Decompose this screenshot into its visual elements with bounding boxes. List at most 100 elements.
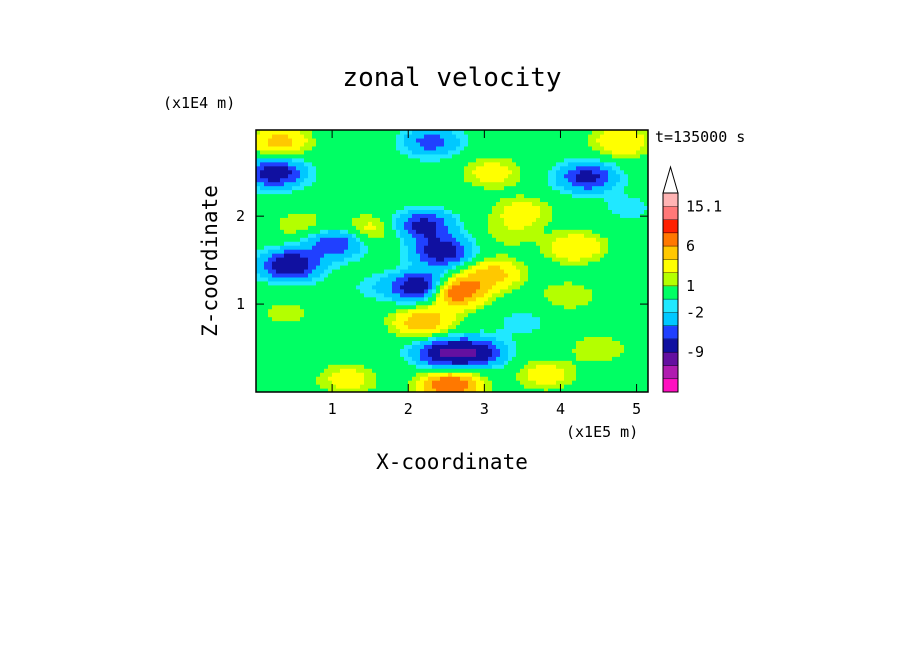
heatmap-cell bbox=[264, 288, 269, 294]
heatmap-cell bbox=[440, 276, 445, 282]
heatmap-cell bbox=[264, 141, 269, 147]
heatmap-cell bbox=[348, 245, 353, 250]
heatmap-cell bbox=[548, 328, 553, 334]
heatmap-cell bbox=[440, 328, 445, 334]
heatmap-cell bbox=[392, 213, 397, 218]
heatmap-cell bbox=[404, 268, 409, 274]
heatmap-cell bbox=[316, 372, 321, 377]
heatmap-cell bbox=[416, 356, 421, 361]
heatmap-cell bbox=[460, 384, 465, 389]
heatmap-cell bbox=[396, 157, 401, 163]
heatmap-cell bbox=[528, 384, 533, 389]
heatmap-cell bbox=[536, 213, 541, 218]
heatmap-cell bbox=[276, 344, 281, 349]
heatmap-cell bbox=[304, 229, 309, 234]
heatmap-cell bbox=[284, 340, 289, 345]
heatmap-cell bbox=[420, 157, 425, 163]
heatmap-cell bbox=[460, 372, 465, 377]
heatmap-cell bbox=[360, 384, 365, 389]
heatmap-cell bbox=[380, 229, 385, 234]
heatmap-cell bbox=[436, 328, 441, 334]
heatmap-cell bbox=[528, 173, 533, 179]
heatmap-cell bbox=[268, 264, 273, 270]
heatmap-cell bbox=[300, 364, 305, 369]
heatmap-cell bbox=[512, 225, 517, 230]
heatmap-cell bbox=[500, 324, 505, 330]
heatmap-cell bbox=[416, 149, 421, 155]
heatmap-cell bbox=[332, 261, 337, 266]
heatmap-cell bbox=[300, 340, 305, 345]
heatmap-cell bbox=[416, 225, 421, 230]
heatmap-cell bbox=[392, 372, 397, 377]
heatmap-cell bbox=[272, 201, 277, 207]
heatmap-cell bbox=[328, 312, 333, 318]
heatmap-cell bbox=[400, 352, 405, 357]
heatmap-cell bbox=[384, 292, 389, 298]
heatmap-cell bbox=[384, 189, 389, 195]
heatmap-cell bbox=[484, 264, 489, 270]
heatmap-cell bbox=[344, 340, 349, 345]
heatmap-cell bbox=[472, 388, 477, 392]
heatmap-cell bbox=[268, 284, 273, 290]
heatmap-cell bbox=[444, 272, 449, 278]
heatmap-cell bbox=[400, 380, 405, 385]
heatmap-cell bbox=[376, 185, 381, 191]
heatmap-cell bbox=[388, 225, 393, 230]
heatmap-cell bbox=[392, 276, 397, 282]
heatmap-cell bbox=[512, 368, 517, 373]
heatmap-cell bbox=[260, 253, 265, 258]
heatmap-cell bbox=[380, 217, 385, 222]
heatmap-cell bbox=[460, 201, 465, 207]
heatmap-cell bbox=[520, 153, 525, 159]
heatmap-cell bbox=[432, 300, 437, 306]
heatmap-cell bbox=[344, 268, 349, 274]
heatmap-cell bbox=[384, 364, 389, 369]
heatmap-cell bbox=[528, 193, 533, 199]
heatmap-cell bbox=[484, 205, 489, 210]
heatmap-cell bbox=[392, 364, 397, 369]
heatmap-cell bbox=[500, 261, 505, 266]
heatmap-cell bbox=[488, 233, 493, 238]
heatmap-cell bbox=[540, 149, 545, 155]
heatmap-cell bbox=[260, 241, 265, 246]
heatmap-cell bbox=[276, 141, 281, 147]
heatmap-cell bbox=[344, 328, 349, 334]
heatmap-cell bbox=[416, 336, 421, 341]
heatmap-cell bbox=[320, 137, 325, 143]
heatmap-cell bbox=[308, 296, 313, 302]
heatmap-cell bbox=[360, 145, 365, 151]
heatmap-cell bbox=[528, 348, 533, 353]
heatmap-cell bbox=[424, 344, 429, 349]
heatmap-cell bbox=[412, 257, 417, 262]
heatmap-cell bbox=[468, 257, 473, 262]
heatmap-cell bbox=[504, 296, 509, 302]
heatmap-cell bbox=[392, 137, 397, 143]
heatmap-cell bbox=[436, 380, 441, 385]
heatmap-cell bbox=[444, 201, 449, 207]
heatmap-cell bbox=[468, 137, 473, 143]
heatmap-cell bbox=[380, 177, 385, 183]
heatmap-cell bbox=[316, 253, 321, 258]
heatmap-cell bbox=[424, 145, 429, 151]
heatmap-cell bbox=[284, 284, 289, 290]
heatmap-cell bbox=[400, 360, 405, 365]
heatmap-cell bbox=[452, 360, 457, 365]
heatmap-cell bbox=[524, 173, 529, 179]
heatmap-cell bbox=[436, 384, 441, 389]
heatmap-cell bbox=[448, 320, 453, 326]
heatmap-cell bbox=[384, 225, 389, 230]
heatmap-cell bbox=[448, 173, 453, 179]
heatmap-cell bbox=[504, 261, 509, 266]
heatmap-cell bbox=[404, 245, 409, 250]
heatmap-cell bbox=[444, 284, 449, 290]
heatmap-cell bbox=[288, 189, 293, 195]
heatmap-cell bbox=[360, 268, 365, 274]
heatmap-cell bbox=[536, 388, 541, 392]
heatmap-cell bbox=[304, 372, 309, 377]
heatmap-cell bbox=[524, 229, 529, 234]
heatmap-cell bbox=[380, 332, 385, 338]
heatmap-cell bbox=[368, 149, 373, 155]
heatmap-cell bbox=[392, 161, 397, 167]
heatmap-cell bbox=[408, 280, 413, 286]
heatmap-cell bbox=[436, 272, 441, 278]
